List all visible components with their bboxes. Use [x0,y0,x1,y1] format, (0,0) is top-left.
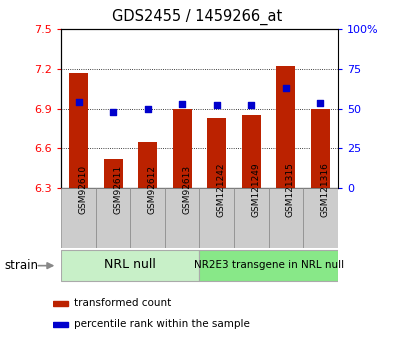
Point [214,102,220,108]
Bar [138,142,157,188]
Text: strain: strain [4,259,38,272]
Point [75,99,82,105]
Bar [165,188,199,248]
Bar [61,188,96,248]
Text: GSM121242: GSM121242 [217,162,226,217]
Bar [199,188,234,248]
Bar [61,250,199,281]
Bar [199,250,338,281]
Point [283,85,289,90]
Bar [69,73,88,188]
Bar [96,188,130,248]
Point [317,100,324,106]
Bar [276,66,295,188]
Text: transformed count: transformed count [74,298,171,308]
Point [145,107,151,112]
Text: GSM92613: GSM92613 [182,165,191,214]
Point [248,102,254,108]
Point [179,101,185,107]
Text: GSM92611: GSM92611 [113,165,122,214]
Bar [103,159,122,188]
Bar [311,109,330,188]
Point [110,109,116,115]
Text: GDS2455 / 1459266_at: GDS2455 / 1459266_at [112,9,283,25]
Text: NRL null: NRL null [104,258,156,272]
Text: GSM121316: GSM121316 [320,162,329,217]
Bar [303,188,338,248]
Bar [53,322,68,327]
Bar [242,115,261,188]
Bar [173,109,192,188]
Bar [234,188,269,248]
Bar [130,188,165,248]
Text: GSM92610: GSM92610 [79,165,88,214]
Bar [207,118,226,188]
Text: NR2E3 transgene in NRL null: NR2E3 transgene in NRL null [194,260,344,270]
Text: GSM121249: GSM121249 [251,162,260,217]
Bar [269,188,303,248]
Text: GSM92612: GSM92612 [148,165,157,214]
Text: GSM121315: GSM121315 [286,162,295,217]
Text: percentile rank within the sample: percentile rank within the sample [74,319,250,329]
Bar [53,301,68,306]
